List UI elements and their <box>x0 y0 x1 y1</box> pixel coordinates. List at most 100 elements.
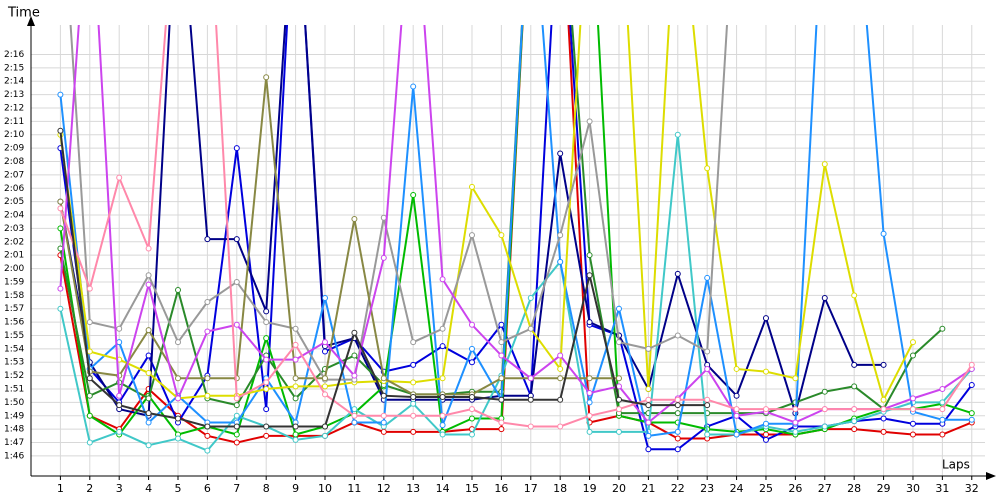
point <box>86 439 93 446</box>
point <box>586 428 593 435</box>
point <box>586 399 593 406</box>
point <box>204 447 211 454</box>
point <box>116 174 123 181</box>
point <box>145 410 152 417</box>
x-axis-label: Laps <box>942 458 970 472</box>
point <box>233 278 240 285</box>
x-tick-label: 15 <box>465 482 479 495</box>
series-line <box>59 25 973 444</box>
point <box>145 281 152 288</box>
point <box>439 431 446 438</box>
point <box>468 406 475 413</box>
point <box>233 321 240 328</box>
point <box>410 379 417 386</box>
point <box>468 345 475 352</box>
point <box>439 394 446 401</box>
y-tick-label: 1:46 <box>4 451 24 461</box>
point <box>557 258 564 265</box>
point <box>674 270 681 277</box>
y-tick-label: 1:53 <box>4 358 24 368</box>
point <box>468 183 475 190</box>
series-line <box>59 134 973 452</box>
point <box>704 348 711 355</box>
x-tick-label: 1 <box>57 482 64 495</box>
point <box>792 375 799 382</box>
point <box>704 365 711 372</box>
point <box>674 428 681 435</box>
point <box>174 375 181 382</box>
point <box>880 415 887 422</box>
point <box>57 225 64 232</box>
point <box>880 230 887 237</box>
y-axis-arrow <box>27 16 35 26</box>
y-tick-label: 1:58 <box>4 291 24 301</box>
series-line <box>69 25 728 381</box>
point <box>909 406 916 413</box>
point <box>292 383 299 390</box>
point <box>233 236 240 243</box>
y-tick-label: 2:00 <box>4 264 24 274</box>
point <box>645 386 652 393</box>
x-tick-label: 31 <box>935 482 949 495</box>
point <box>821 388 828 395</box>
point <box>674 410 681 417</box>
point <box>851 292 858 299</box>
x-tick-label: 13 <box>406 482 420 495</box>
point <box>880 428 887 435</box>
x-tick-label: 6 <box>204 482 211 495</box>
point <box>468 431 475 438</box>
x-tick-label: 28 <box>847 482 861 495</box>
point <box>645 419 652 426</box>
y-tick-label: 2:12 <box>4 103 24 113</box>
point <box>439 325 446 332</box>
point <box>351 329 358 336</box>
y-tick-label: 2:01 <box>4 251 24 261</box>
y-axis-label: Time <box>7 6 40 21</box>
point <box>645 345 652 352</box>
point <box>821 406 828 413</box>
point <box>204 392 211 399</box>
point <box>86 285 93 292</box>
point <box>498 339 505 346</box>
point <box>292 356 299 363</box>
x-tick-label: 12 <box>377 482 391 495</box>
point <box>586 252 593 259</box>
y-tick-label: 2:14 <box>4 77 24 87</box>
point <box>821 295 828 302</box>
point <box>468 232 475 239</box>
point <box>292 375 299 382</box>
point <box>468 321 475 328</box>
series-line <box>59 77 619 396</box>
point <box>557 375 564 382</box>
point <box>792 406 799 413</box>
point <box>410 412 417 419</box>
point <box>174 415 181 422</box>
point <box>380 428 387 435</box>
point <box>204 299 211 306</box>
point <box>527 375 534 382</box>
point <box>939 386 946 393</box>
point <box>233 145 240 152</box>
point <box>615 406 622 413</box>
point <box>704 165 711 172</box>
x-tick-label: 25 <box>759 482 773 495</box>
point <box>263 423 270 430</box>
point <box>321 423 328 430</box>
x-tick-label: 8 <box>263 482 270 495</box>
x-tick-label: 10 <box>318 482 332 495</box>
y-tick-label: 2:05 <box>4 197 24 207</box>
point <box>410 191 417 198</box>
y-tick-label: 2:06 <box>4 184 24 194</box>
y-tick-label: 2:15 <box>4 63 24 73</box>
y-tick-label: 2:08 <box>4 157 24 167</box>
point <box>968 381 975 388</box>
point <box>939 399 946 406</box>
point <box>351 412 358 419</box>
point <box>498 396 505 403</box>
point <box>909 395 916 402</box>
point <box>674 332 681 339</box>
x-tick-label: 20 <box>612 482 626 495</box>
point <box>762 368 769 375</box>
point <box>939 325 946 332</box>
